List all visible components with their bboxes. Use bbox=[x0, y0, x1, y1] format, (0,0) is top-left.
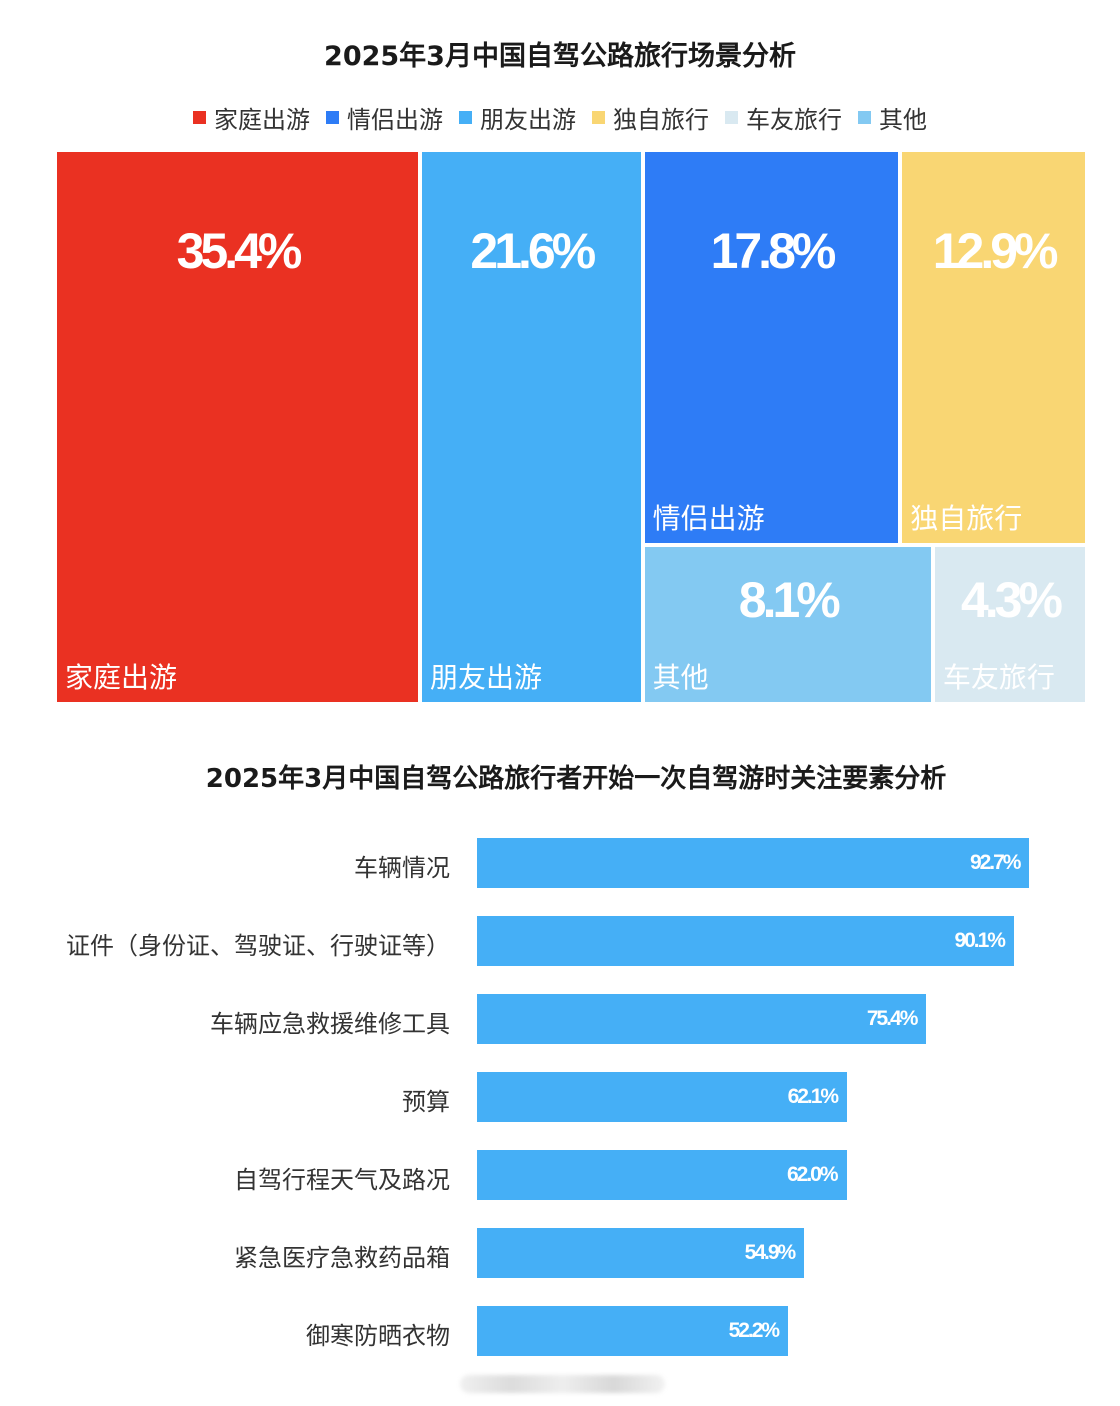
treemap-cell: 17.8% 情侣出游 bbox=[644, 152, 899, 543]
legend-item: 车友旅行 bbox=[725, 100, 842, 135]
watermark-blur bbox=[460, 1375, 665, 1393]
bar-category-label: 车辆情况 bbox=[354, 854, 450, 882]
treemap-value-label: 12.9% bbox=[932, 223, 1059, 279]
bar: 52.2% bbox=[477, 1306, 789, 1356]
bar: 62.1% bbox=[477, 1072, 848, 1122]
bar-category-label: 紧急医疗急救药品箱 bbox=[234, 1244, 450, 1272]
legend-swatch bbox=[326, 111, 339, 124]
bar-category-label: 证件（身份证、驾驶证、行驶证等） bbox=[66, 932, 450, 960]
legend-label: 车友旅行 bbox=[746, 106, 842, 134]
legend-swatch bbox=[725, 111, 738, 124]
legend-item: 情侣出游 bbox=[326, 100, 443, 135]
treemap-category-label: 情侣出游 bbox=[652, 501, 765, 535]
legend-item: 朋友出游 bbox=[459, 100, 576, 135]
treemap-cell: 8.1% 其他 bbox=[644, 546, 931, 702]
legend-swatch bbox=[592, 111, 605, 124]
treemap-cell: 4.3% 车友旅行 bbox=[934, 546, 1085, 702]
legend-label: 独自旅行 bbox=[613, 106, 709, 134]
treemap-category-label: 独自旅行 bbox=[910, 501, 1023, 535]
bar: 62.0% bbox=[477, 1150, 847, 1200]
bar-value-label: 90.1% bbox=[954, 929, 1006, 952]
treemap-category-label: 车友旅行 bbox=[942, 660, 1055, 694]
legend-label: 情侣出游 bbox=[347, 106, 443, 134]
legend-label: 朋友出游 bbox=[480, 106, 576, 134]
legend-item: 其他 bbox=[858, 100, 927, 135]
bar: 75.4% bbox=[477, 994, 927, 1044]
bar-value-label: 52.2% bbox=[728, 1319, 781, 1342]
bar: 90.1% bbox=[477, 916, 1014, 966]
legend-label: 其他 bbox=[879, 106, 927, 134]
treemap-value-label: 17.8% bbox=[710, 223, 837, 279]
legend-swatch bbox=[858, 111, 871, 124]
bar-value-label: 62.0% bbox=[786, 1163, 839, 1186]
bar-chart-title: 2025年3月中国自驾公路旅行者开始一次自驾游时关注要素分析 bbox=[205, 764, 947, 794]
treemap-value-label: 35.4% bbox=[176, 223, 303, 279]
treemap-category-label: 朋友出游 bbox=[429, 661, 542, 694]
treemap-value-label: 4.3% bbox=[960, 571, 1063, 628]
treemap-legend: 家庭出游 情侣出游 朋友出游 独自旅行 车友旅行 其他 bbox=[0, 100, 1120, 135]
legend-label: 家庭出游 bbox=[214, 106, 310, 134]
treemap-category-label: 家庭出游 bbox=[65, 661, 178, 694]
legend-swatch bbox=[193, 111, 206, 124]
bar-value-label: 92.7% bbox=[969, 851, 1022, 874]
treemap-cell: 21.6% 朋友出游 bbox=[421, 152, 641, 702]
treemap-value-label: 21.6% bbox=[470, 223, 596, 279]
bar-category-label: 御寒防晒衣物 bbox=[306, 1322, 450, 1350]
bar-value-label: 75.4% bbox=[866, 1007, 919, 1030]
treemap-cell: 35.4% 家庭出游 bbox=[57, 152, 418, 702]
bar-category-label: 自驾行程天气及路况 bbox=[234, 1166, 450, 1194]
treemap-cell: 12.9% 独自旅行 bbox=[902, 152, 1085, 543]
bar-category-label: 车辆应急救援维修工具 bbox=[210, 1010, 450, 1038]
bar: 54.9% bbox=[477, 1228, 805, 1278]
bar-value-label: 62.1% bbox=[787, 1085, 840, 1108]
bar-category-label: 预算 bbox=[402, 1088, 450, 1116]
bar-value-label: 54.9% bbox=[744, 1241, 797, 1264]
legend-swatch bbox=[459, 111, 472, 124]
legend-item: 独自旅行 bbox=[592, 100, 709, 135]
treemap-title: 2025年3月中国自驾公路旅行场景分析 bbox=[324, 41, 796, 72]
treemap-category-label: 其他 bbox=[652, 660, 709, 694]
legend-item: 家庭出游 bbox=[193, 100, 310, 135]
bar: 92.7% bbox=[477, 838, 1030, 888]
treemap-value-label: 8.1% bbox=[738, 571, 841, 628]
